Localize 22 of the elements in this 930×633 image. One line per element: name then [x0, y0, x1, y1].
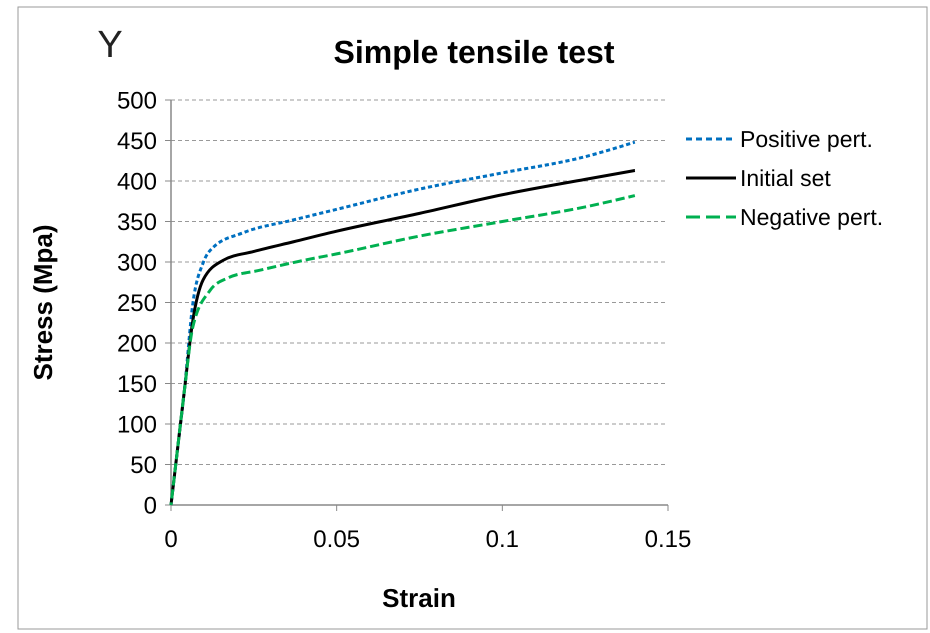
- y-tick-label: 350: [116, 208, 157, 236]
- y-tick-label: 450: [116, 128, 157, 155]
- y-tick-label: 250: [116, 290, 157, 317]
- x-tick-label: 0.05: [313, 526, 360, 553]
- legend-label: Negative pert.: [740, 204, 884, 230]
- y-tick-label: 50: [130, 452, 157, 479]
- y-tick-label: 300: [116, 249, 157, 276]
- y-tick-label: 150: [116, 370, 157, 398]
- y-tick-label: 200: [116, 330, 157, 358]
- x-tick-label: 0.1: [486, 526, 520, 553]
- legend-label: Positive pert.: [740, 126, 873, 152]
- y-axis-title: Stress (Mpa): [28, 224, 58, 381]
- y-tick-label: 100: [116, 411, 157, 438]
- x-axis-title: Strain: [382, 583, 456, 613]
- y-tick-label: 0: [144, 492, 157, 520]
- y-tick-label: 400: [116, 168, 157, 196]
- text: Y: [97, 24, 123, 66]
- x-tick-label: 0.15: [644, 526, 692, 553]
- chart-title: Simple tensile test: [334, 34, 615, 70]
- legend-label: Initial set: [740, 165, 832, 192]
- x-tick-label: 0: [164, 526, 178, 553]
- y-tick-label: 500: [116, 87, 157, 114]
